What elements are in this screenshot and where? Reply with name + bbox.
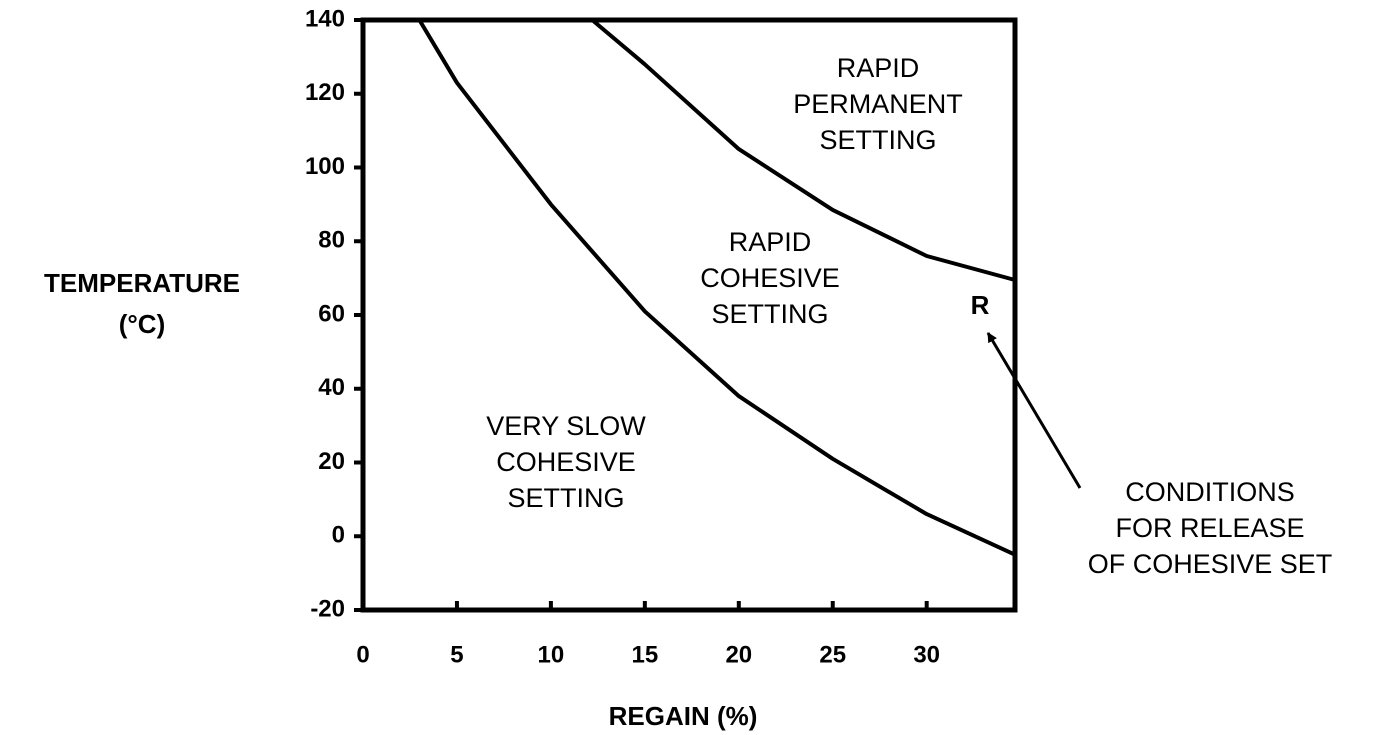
y-tick-label: -20: [310, 595, 345, 622]
line: [590, 18, 1016, 282]
y-tick-label: 40: [318, 374, 345, 401]
x-tick-label: 30: [913, 641, 940, 668]
x-tick-label: 0: [356, 641, 369, 668]
y-axis-label: TEMPERATURE: [44, 268, 240, 298]
x-tick-label: 10: [538, 641, 565, 668]
y-tick-label: 60: [318, 300, 345, 327]
line: [417, 18, 1016, 557]
annotation: SETTING: [819, 125, 936, 155]
y-tick-label: 0: [332, 522, 345, 549]
annotation: RAPID: [837, 53, 920, 83]
arrow: [986, 332, 1082, 489]
annotation: R: [971, 290, 990, 320]
annotation: PERMANENT: [793, 89, 963, 119]
x-tick-label: 15: [631, 641, 658, 668]
plot-frame: [360, 17, 1018, 613]
x-tick-label: 5: [450, 641, 463, 668]
y-tick-label: 100: [305, 153, 345, 180]
y-tick-label: 140: [305, 5, 345, 32]
annotation: VERY SLOW: [486, 411, 646, 441]
annotation: COHESIVE: [700, 263, 840, 293]
annotation: RAPID: [729, 227, 812, 257]
annotation: COHESIVE: [496, 447, 636, 477]
annotation: OF COHESIVE SET: [1088, 549, 1333, 579]
annotation: SETTING: [711, 299, 828, 329]
x-tick-label: 20: [725, 641, 752, 668]
x-axis-label: REGAIN (%): [609, 701, 758, 731]
x-tick-label: 25: [819, 641, 846, 668]
annotation: CONDITIONS: [1125, 477, 1295, 507]
y-axis-label: (°C): [119, 309, 166, 339]
y-tick-label: 120: [305, 79, 345, 106]
annotation: FOR RELEASE: [1115, 513, 1304, 543]
annotation: SETTING: [507, 483, 624, 513]
y-tick-label: 80: [318, 227, 345, 254]
y-tick-label: 20: [318, 448, 345, 475]
